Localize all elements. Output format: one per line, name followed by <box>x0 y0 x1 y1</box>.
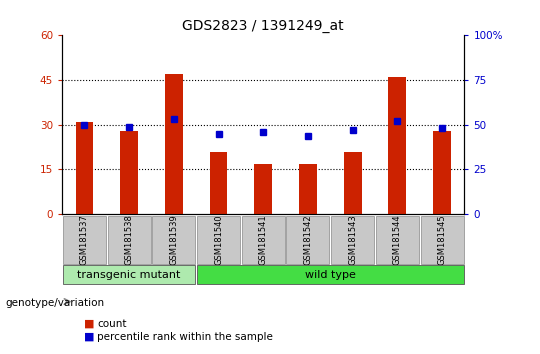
Bar <box>120 131 138 214</box>
Text: GSM181538: GSM181538 <box>125 215 134 265</box>
Text: GSM181545: GSM181545 <box>437 215 447 265</box>
Text: ■: ■ <box>84 332 94 342</box>
Bar <box>433 131 451 214</box>
Text: GSM181540: GSM181540 <box>214 215 223 265</box>
Text: transgenic mutant: transgenic mutant <box>77 270 181 280</box>
Bar <box>287 216 329 264</box>
Text: GSM181539: GSM181539 <box>170 215 178 265</box>
Bar <box>242 216 285 264</box>
Bar <box>210 152 227 214</box>
Bar <box>63 216 106 264</box>
Bar <box>331 216 374 264</box>
Text: percentile rank within the sample: percentile rank within the sample <box>97 332 273 342</box>
Text: GSM181537: GSM181537 <box>80 215 89 265</box>
Text: ■: ■ <box>84 319 94 329</box>
Bar <box>152 216 195 264</box>
Bar <box>107 216 151 264</box>
Bar <box>343 152 362 214</box>
Text: GSM181542: GSM181542 <box>303 215 313 265</box>
Bar <box>376 216 419 264</box>
Text: GSM181543: GSM181543 <box>348 215 357 265</box>
Bar <box>299 164 317 214</box>
Text: genotype/variation: genotype/variation <box>5 298 105 308</box>
Text: GSM181541: GSM181541 <box>259 215 268 265</box>
Bar <box>165 74 183 214</box>
Title: GDS2823 / 1391249_at: GDS2823 / 1391249_at <box>183 19 344 33</box>
Text: wild type: wild type <box>305 270 356 280</box>
Bar <box>197 266 463 284</box>
Bar <box>421 216 463 264</box>
Bar <box>76 122 93 214</box>
Text: count: count <box>97 319 127 329</box>
Text: GSM181544: GSM181544 <box>393 215 402 265</box>
Bar <box>254 164 272 214</box>
Bar <box>197 216 240 264</box>
Bar <box>63 266 195 284</box>
Bar <box>388 77 406 214</box>
